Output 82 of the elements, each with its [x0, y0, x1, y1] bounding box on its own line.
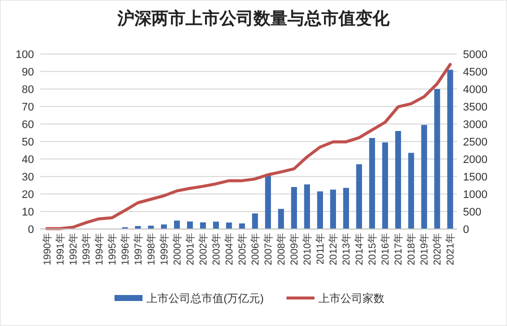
x-tick-label: 2004年	[223, 233, 236, 266]
bar	[239, 223, 245, 229]
y2-tick-label: 4500	[463, 66, 488, 78]
bar	[304, 184, 310, 229]
x-tick-label: 1999年	[158, 233, 170, 266]
x-tick-label: 1996年	[119, 233, 132, 266]
y-tick-label: 80	[22, 84, 34, 96]
bar	[187, 221, 193, 229]
bar	[278, 208, 284, 229]
x-tick-label: 2019年	[418, 233, 431, 266]
y-tick-label: 30	[22, 171, 34, 184]
x-tick-label: 2008年	[276, 233, 288, 266]
bar	[161, 224, 167, 229]
x-tick-label: 2020年	[432, 233, 444, 266]
y-tick-label: 70	[22, 101, 34, 114]
y-tick-label: 50	[22, 136, 34, 148]
y-tick-label: 20	[22, 188, 34, 201]
x-tick-label: 1994年	[93, 233, 106, 266]
x-tick-label: 2007年	[262, 233, 275, 266]
legend-label: 上市公司总市值(万亿元)	[146, 292, 264, 305]
y-tick-label: 100	[16, 48, 34, 61]
legend-label: 上市公司家数	[318, 292, 384, 305]
y2-tick-label: 2500	[463, 136, 488, 148]
x-tick-label: 2016年	[380, 233, 392, 266]
bar	[343, 188, 350, 229]
bar	[252, 213, 258, 229]
bar	[174, 220, 180, 229]
bar	[213, 222, 219, 229]
x-tick-label: 1991年	[54, 233, 66, 266]
bar	[265, 174, 271, 229]
x-tick-label: 2018年	[406, 233, 418, 266]
y2-tick-label: 4000	[463, 84, 488, 96]
y-tick-label: 90	[22, 66, 34, 78]
x-tick-label: 2015年	[366, 233, 379, 266]
bar	[356, 164, 362, 229]
x-tick-label: 2000年	[171, 233, 184, 266]
x-tick-label: 2006年	[250, 233, 262, 266]
y-tick-label: 0	[28, 224, 34, 236]
y-tick-label: 40	[22, 154, 34, 166]
y2-tick-label: 0	[463, 224, 470, 236]
x-tick-label: 1992年	[67, 233, 80, 266]
bar	[148, 226, 154, 229]
chart-title: 沪深两市上市公司数量与总市值变化	[116, 9, 390, 28]
x-tick-label: 2001年	[184, 233, 196, 266]
x-tick-label: 2010年	[302, 233, 314, 266]
x-tick-label: 1997年	[132, 233, 144, 266]
bar	[395, 131, 402, 229]
y2-tick-label: 5000	[463, 48, 488, 61]
y-tick-label: 60	[22, 118, 34, 131]
bar	[447, 70, 454, 229]
x-tick-label: 2002年	[197, 233, 210, 266]
x-tick-label: 2014年	[354, 233, 366, 266]
bar	[226, 222, 232, 229]
y2-tick-label: 1500	[463, 171, 488, 184]
bar	[200, 222, 206, 229]
x-tick-label: 2003年	[210, 233, 222, 266]
bar	[421, 124, 428, 229]
bar	[369, 138, 376, 229]
bar	[434, 89, 440, 229]
x-tick-label: 1998年	[145, 233, 158, 266]
x-tick-label: 2021年	[444, 233, 457, 266]
bar	[408, 152, 414, 229]
y2-tick-label: 3500	[463, 101, 488, 114]
x-tick-label: 1995年	[106, 233, 118, 266]
x-tick-label: 2005年	[236, 233, 248, 266]
y2-tick-label: 3000	[463, 118, 488, 131]
x-tick-label: 2009年	[288, 233, 301, 266]
y2-tick-label: 1000	[463, 188, 488, 201]
bar	[382, 142, 388, 229]
y-tick-label: 10	[22, 206, 34, 218]
x-tick-label: 1990年	[41, 233, 54, 266]
bar	[317, 191, 323, 229]
bar	[330, 190, 336, 229]
x-tick-label: 2017年	[392, 233, 405, 266]
bar	[291, 187, 297, 229]
y2-tick-label: 2000	[463, 154, 488, 166]
line-series	[45, 63, 452, 230]
x-tick-label: 1993年	[80, 233, 92, 266]
x-tick-label: 2011年	[314, 233, 327, 265]
y2-tick-label: 500	[463, 206, 482, 218]
x-tick-label: 2013年	[340, 233, 353, 266]
x-tick-label: 2012年	[328, 233, 340, 266]
